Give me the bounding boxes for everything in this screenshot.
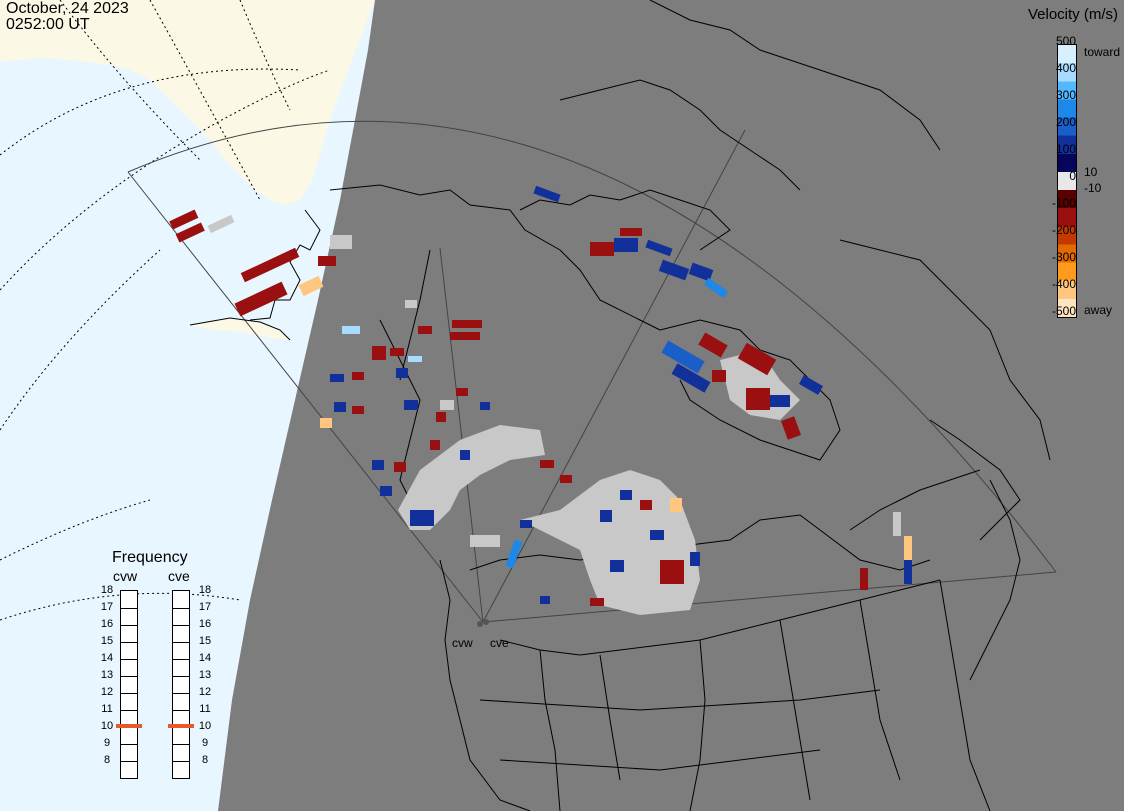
day-land-peninsula [190,318,290,340]
coastlines [189,0,1051,811]
colorbar-tick-label: -10 [1084,181,1102,195]
frequency-gridline [173,625,189,626]
colorbar-away-label: away [1084,303,1113,317]
frequency-tick-left: 15 [100,635,114,647]
frequency-tick-right: 10 [198,720,212,732]
fov-outline [127,120,1057,623]
frequency-marker-cvw [116,724,142,728]
frequency-box-cvw [120,590,138,779]
colorbar-tick-label: -100 [1051,196,1076,210]
site-label-cvw: cvw [452,636,473,650]
colorbar-title: Velocity (m/s) [1027,6,1118,23]
frequency-gridline [121,744,137,745]
frequency-title: Frequency [112,549,188,566]
colorbar-tick-label: 300 [1055,88,1076,102]
day-land [0,0,375,205]
date-label: October, 24 2023 [6,0,129,17]
frequency-tick-left: 10 [100,720,114,732]
site-label-cve: cve [490,636,509,650]
frequency-tick-left: 14 [100,652,114,664]
frequency-tick-left: 16 [100,618,114,630]
colorbar-tick-label: 400 [1055,61,1076,75]
frequency-tick-right: 14 [198,652,212,664]
frequency-tick-right: 16 [198,618,212,630]
frequency-tick-right: 17 [198,601,212,613]
colorbar-tick-label: 0 [1069,169,1076,183]
frequency-tick-left: 8 [103,754,111,766]
frequency-gridline [121,642,137,643]
colorbar-toward-label: toward [1084,45,1121,59]
velocity-colorbar [1057,44,1077,318]
night-side [218,0,1124,811]
cve-site-marker [483,619,489,625]
colorbar-tick-label: -500 [1051,304,1076,318]
frequency-gridline [173,693,189,694]
frequency-gridline [173,659,189,660]
frequency-gridline [121,608,137,609]
radar-name-cve: cve [168,568,190,584]
frequency-tick-left: 18 [100,584,114,596]
frequency-tick-right: 9 [201,737,209,749]
frequency-gridline [121,710,137,711]
frequency-tick-left: 9 [103,737,111,749]
frequency-tick-left: 17 [100,601,114,613]
frequency-tick-left: 12 [100,686,114,698]
frequency-tick-right: 11 [199,703,211,715]
colorbar-tick-label: 500 [1055,34,1076,48]
frequency-box-cve [172,590,190,779]
frequency-gridline [173,710,189,711]
colorbar-tick-label: 100 [1055,142,1076,156]
frequency-gridline [173,761,189,762]
frequency-gridline [121,676,137,677]
frequency-tick-right: 18 [198,584,212,596]
frequency-gridline [121,659,137,660]
radar-name-cvw: cvw [113,568,138,584]
frequency-gridline [173,642,189,643]
colorbar-tick-label: -400 [1051,277,1076,291]
frequency-gridline [121,693,137,694]
colorbar-tick-label: 10 [1084,165,1098,179]
cvw-site-marker [477,621,483,627]
colorbar-tick-label: -300 [1051,250,1076,264]
time-label: 0252:00 UT [6,16,90,33]
frequency-tick-left: 13 [100,669,114,681]
frequency-tick-right: 8 [201,754,209,766]
frequency-tick-right: 13 [198,669,212,681]
colorbar-tick-label: 200 [1055,115,1076,129]
frequency-gridline [173,676,189,677]
frequency-gridline [121,625,137,626]
radar-sites [477,619,489,627]
frequency-tick-left: 11 [101,703,113,715]
frequency-gridline [173,608,189,609]
frequency-tick-right: 15 [198,635,212,647]
frequency-gridline [121,761,137,762]
frequency-tick-right: 12 [198,686,212,698]
day-grid [0,0,331,621]
frequency-gridline [173,744,189,745]
frequency-marker-cve [168,724,194,728]
colorbar-tick-label: -200 [1051,223,1076,237]
velocity-cells [169,185,912,606]
